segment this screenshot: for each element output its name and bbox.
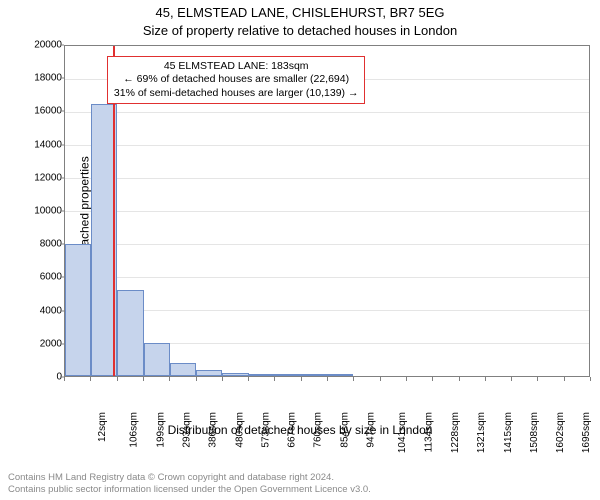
x-tick-mark [459,377,460,381]
x-tick-mark [117,377,118,381]
x-tick-mark [274,377,275,381]
annotation-box: 45 ELMSTEAD LANE: 183sqm← 69% of detache… [107,56,366,104]
x-tick-mark [432,377,433,381]
y-tick-label: 2000 [28,338,62,349]
y-tick-label: 4000 [28,305,62,316]
histogram-bar [275,374,301,376]
x-tick-mark [511,377,512,381]
x-tick-mark [485,377,486,381]
annotation-line: 45 ELMSTEAD LANE: 183sqm [114,60,359,73]
x-tick-mark [301,377,302,381]
y-tick-label: 12000 [28,172,62,183]
x-tick-mark [564,377,565,381]
histogram-bar [249,374,275,376]
x-tick-mark [380,377,381,381]
histogram-bar [144,343,170,376]
x-tick-mark [169,377,170,381]
y-tick-label: 0 [28,372,62,383]
x-tick-mark [327,377,328,381]
x-tick-mark [590,377,591,381]
x-tick-mark [353,377,354,381]
footer-attribution: Contains HM Land Registry data © Crown c… [8,472,371,496]
chart-title: 45, ELMSTEAD LANE, CHISLEHURST, BR7 5EG … [0,0,600,39]
x-tick-mark [248,377,249,381]
x-tick-mark [537,377,538,381]
histogram-bar [301,374,327,376]
plot-area: 45 ELMSTEAD LANE: 183sqm← 69% of detache… [64,45,590,377]
title-subtitle: Size of property relative to detached ho… [0,22,600,40]
y-tick-label: 18000 [28,73,62,84]
x-axis-label: Distribution of detached houses by size … [0,423,600,437]
histogram-bar [65,244,91,376]
histogram-bar [170,363,196,376]
x-tick-mark [406,377,407,381]
histogram-bar [222,373,248,376]
x-tick-mark [64,377,65,381]
y-tick-label: 10000 [28,206,62,217]
x-tick-mark [90,377,91,381]
y-tick-label: 14000 [28,139,62,150]
histogram-bar [327,374,353,376]
histogram-bar [117,290,143,376]
footer-line2: Contains public sector information licen… [8,484,371,496]
annotation-line: ← 69% of detached houses are smaller (22… [114,73,359,86]
annotation-line: 31% of semi-detached houses are larger (… [114,87,359,100]
x-tick-mark [143,377,144,381]
y-tick-label: 20000 [28,40,62,51]
x-tick-mark [196,377,197,381]
title-address: 45, ELMSTEAD LANE, CHISLEHURST, BR7 5EG [0,4,600,22]
y-tick-label: 16000 [28,106,62,117]
chart-container: Number of detached properties 0200040006… [0,39,600,439]
histogram-bar [196,370,222,377]
footer-line1: Contains HM Land Registry data © Crown c… [8,472,371,484]
y-tick-label: 8000 [28,239,62,250]
y-tick-label: 6000 [28,272,62,283]
x-tick-mark [222,377,223,381]
